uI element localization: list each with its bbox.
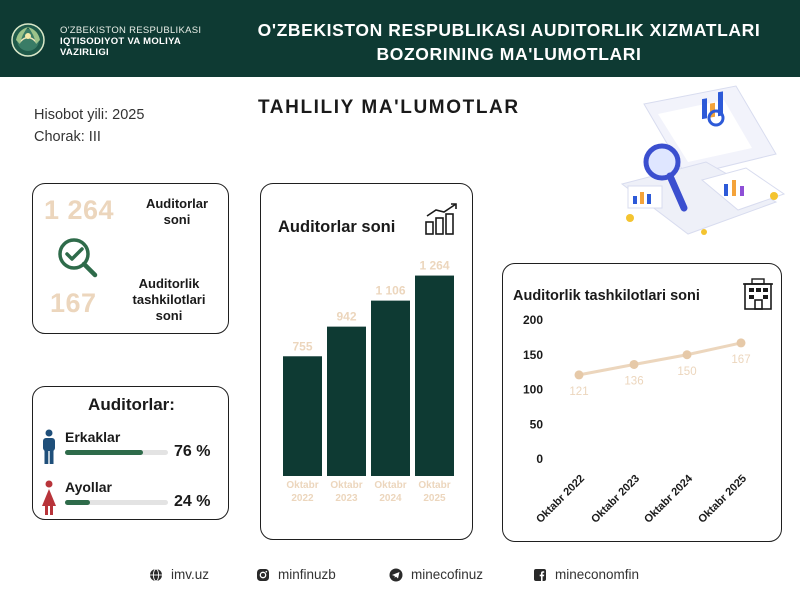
- male-progress-fill: [65, 450, 144, 455]
- gender-card-title: Auditorlar:: [88, 395, 175, 414]
- bar-2: [371, 300, 410, 476]
- orgs-line-chart: 0 50 100 150 200 121 Oktabr 2022 136 Oktabr 2023…: [523, 313, 751, 526]
- ministry-line-1: O'ZBEKISTON RESPUBLIKASI: [60, 25, 202, 36]
- orgs-count-label: Auditorlik tashkilotlari soni: [132, 276, 206, 323]
- bar-category-label-1-0: Oktabr: [330, 480, 362, 491]
- male-person-icon: [43, 429, 55, 464]
- female-percentage: 24 %: [174, 493, 211, 510]
- analytics-illustration-icon: [620, 85, 786, 235]
- ministry-line-2: IQTISODIYOT VA MOLIYA: [60, 36, 182, 47]
- footer-facebook[interactable]: mineconomfin: [533, 567, 639, 582]
- line-chart-title: Auditorlik tashkilotlari soni: [513, 288, 700, 304]
- orgs-count: 167: [50, 288, 97, 318]
- bar-0: [283, 356, 322, 476]
- male-percentage: 76 %: [174, 443, 211, 460]
- page-title-line-2: BOZORINING MA'LUMOTLARI: [376, 44, 642, 64]
- line-category-label-0: Oktabr 2022: [534, 473, 587, 526]
- line-value-label-1: 136: [624, 375, 643, 387]
- bar-chart-title: Auditorlar soni: [278, 218, 396, 236]
- bar-value-label-2: 1 106: [375, 284, 405, 298]
- bar-category-label-2-0: Oktabr: [374, 480, 406, 491]
- auditors-bar-chart-card: 755 Oktabr 2022 942 Oktabr 2023 1 106 Oktabr 202…: [260, 183, 473, 540]
- bar-value-label-0: 755: [292, 339, 312, 353]
- line-point-0: [574, 370, 584, 380]
- footer-telegram-text: minecofinuz: [411, 567, 484, 582]
- bar-1: [327, 326, 366, 476]
- male-label: Erkaklar: [65, 429, 121, 445]
- globe-icon: [150, 568, 162, 581]
- line-value-label-0: 121: [569, 386, 588, 398]
- report-info: Hisobot yili: 2025 Chorak: III: [34, 104, 144, 148]
- male-progress-track: [65, 450, 168, 455]
- page-title-line-1: O'ZBEKISTON RESPUBLIKASI AUDITORLIK XIZM…: [257, 20, 761, 40]
- section-title: TAHLILIY MA'LUMOTLAR: [258, 97, 520, 118]
- page-title: O'ZBEKISTON RESPUBLIKASI AUDITORLIK XIZM…: [225, 18, 793, 66]
- header-bar: O'ZBEKISTON RESPUBLIKASI IQTISODIYOT VA …: [0, 0, 800, 77]
- orgs-line-chart-card: 0 50 100 150 200 121 Oktabr 2022 136 Oktabr 2023…: [502, 263, 782, 542]
- line-value-label-2: 150: [677, 366, 696, 378]
- report-year: Hisobot yili: 2025: [34, 107, 145, 123]
- bar-value-label-3: 1 264: [419, 259, 449, 273]
- bar-category-label-2-1: 2024: [379, 493, 402, 504]
- bar-value-label-1: 942: [336, 310, 356, 324]
- line-category-label-1: Oktabr 2023: [589, 473, 642, 526]
- line-category-label-2: Oktabr 2024: [642, 472, 696, 526]
- magnifier-check-icon: [58, 238, 98, 278]
- female-label: Ayollar: [65, 479, 112, 495]
- footer-website-text: imv.uz: [171, 567, 210, 582]
- line-point-2: [682, 350, 692, 360]
- series-line: [578, 341, 742, 377]
- ministry-line-3: VAZIRLIGI: [60, 47, 109, 58]
- building-icon: [743, 278, 773, 310]
- bar-category-label-0-0: Oktabr: [286, 480, 318, 491]
- auditors-count: 1 264: [44, 195, 115, 225]
- footer-facebook-text: mineconomfin: [555, 567, 640, 582]
- line-point-3: [736, 338, 746, 348]
- auditors-bar-chart: 755 Oktabr 2022 942 Oktabr 2023 1 106 Oktabr 202…: [283, 259, 454, 504]
- auditors-count-label: Auditorlar soni: [145, 196, 209, 227]
- y-tick-label-0: 0: [536, 452, 543, 466]
- bar-category-label-3-1: 2025: [423, 493, 446, 504]
- line-category-label-3: Oktabr 2025: [696, 473, 749, 526]
- y-tick-label-3: 150: [523, 348, 543, 362]
- y-tick-label-1: 50: [530, 417, 544, 431]
- footer-instagram-text: minfinuzb: [278, 567, 336, 582]
- footer-telegram[interactable]: minecofinuz: [389, 567, 483, 582]
- bar-category-label-1-1: 2023: [335, 493, 358, 504]
- bar-category-label-0-1: 2022: [291, 493, 314, 504]
- female-progress-fill: [65, 500, 90, 505]
- growth-chart-icon: [425, 203, 457, 235]
- y-tick-label-2: 100: [523, 383, 543, 397]
- female-progress-track: [65, 500, 168, 505]
- y-tick-label-4: 200: [523, 313, 543, 327]
- footer-instagram[interactable]: minfinuzb: [256, 567, 336, 582]
- ministry-name: O'ZBEKISTON RESPUBLIKASI IQTISODIYOT VA …: [60, 25, 201, 58]
- gender-card: Auditorlar: Erkaklar 76 % Ayollar 24 %: [32, 386, 229, 520]
- bar-3: [415, 275, 454, 476]
- line-value-label-3: 167: [731, 354, 750, 366]
- female-person-icon: [42, 480, 56, 515]
- summary-card: 1 264 Auditorlar soni 167 Auditorlik tas…: [32, 183, 229, 334]
- instagram-icon: [257, 568, 269, 581]
- telegram-icon: [389, 568, 403, 581]
- bar-category-label-3-0: Oktabr: [418, 480, 450, 491]
- emblem-logo-icon: [11, 23, 45, 57]
- report-quarter: Chorak: III: [34, 129, 101, 145]
- footer-website[interactable]: imv.uz: [149, 567, 209, 582]
- line-point-1: [629, 359, 639, 369]
- facebook-icon: [534, 568, 546, 581]
